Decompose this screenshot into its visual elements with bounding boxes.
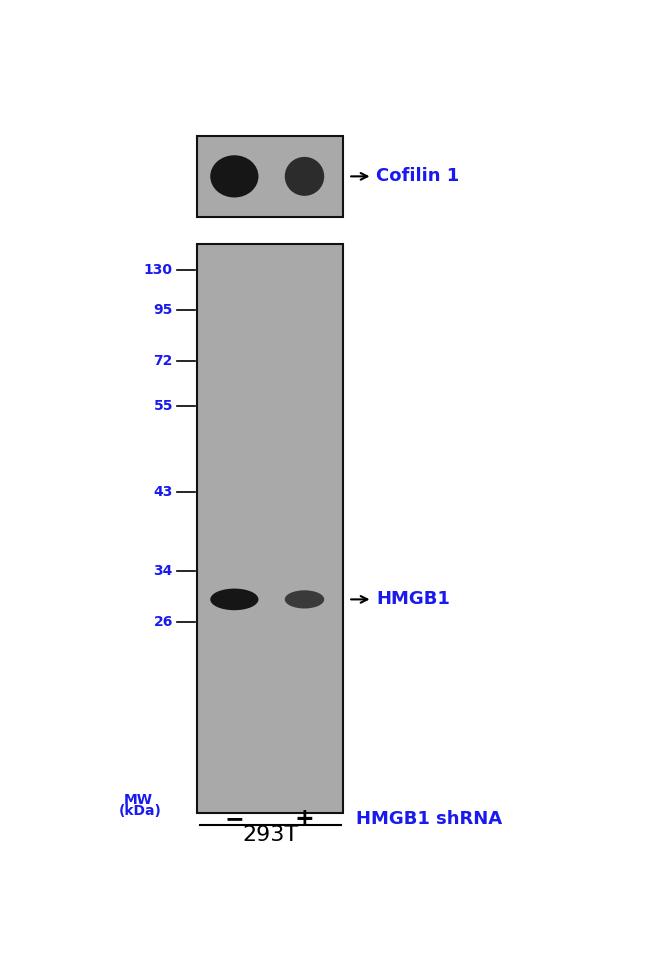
Ellipse shape — [210, 589, 259, 610]
FancyBboxPatch shape — [197, 136, 343, 217]
Text: HMGB1 shRNA: HMGB1 shRNA — [356, 809, 502, 828]
Text: 130: 130 — [144, 263, 173, 277]
Text: 95: 95 — [153, 303, 173, 316]
Text: +: + — [294, 807, 315, 830]
Ellipse shape — [285, 591, 324, 609]
Text: −: − — [224, 807, 244, 830]
FancyBboxPatch shape — [197, 245, 343, 813]
Text: 72: 72 — [153, 354, 173, 368]
Text: 34: 34 — [153, 564, 173, 578]
Text: Cofilin 1: Cofilin 1 — [376, 168, 459, 185]
Text: 55: 55 — [153, 399, 173, 413]
Text: HMGB1: HMGB1 — [376, 591, 450, 608]
Text: 43: 43 — [153, 484, 173, 499]
Text: MW: MW — [124, 792, 153, 807]
Text: 293T: 293T — [242, 825, 298, 845]
Ellipse shape — [210, 155, 259, 198]
Ellipse shape — [285, 157, 324, 196]
Text: 26: 26 — [153, 616, 173, 629]
Text: (kDa): (kDa) — [119, 804, 162, 818]
